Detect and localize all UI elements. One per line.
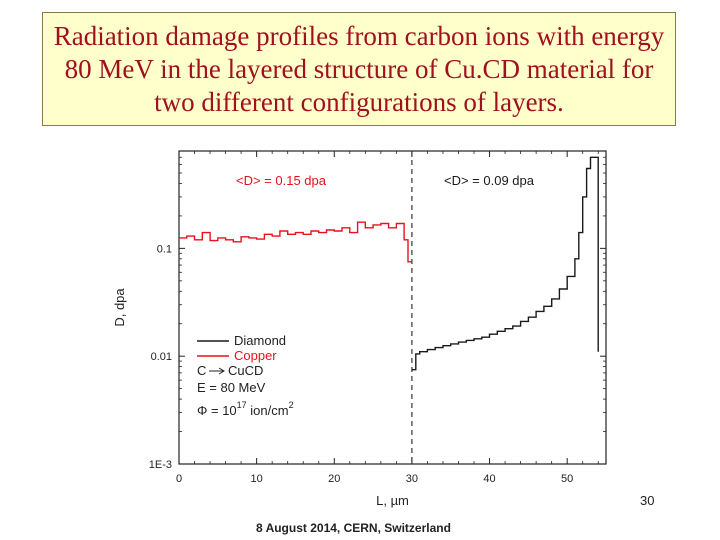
series-copper	[179, 221, 412, 263]
page-number: 30	[640, 493, 655, 508]
y-axis-label: D, dpa	[112, 288, 127, 327]
legend-note-fluence: Φ = 1017 ion/cm2	[197, 400, 294, 418]
series-lines	[179, 156, 599, 371]
legend-label-copper: Copper	[234, 348, 277, 363]
y-tick-label: 1E-3	[149, 459, 172, 471]
legend-note-energy: E = 80 MeV	[197, 380, 266, 395]
x-tick-label: 50	[561, 473, 573, 485]
plot-frame	[178, 150, 607, 465]
x-tick-label: 20	[328, 473, 340, 485]
legend-note-reaction: C	[197, 363, 206, 378]
x-tick-label: 10	[251, 473, 263, 485]
legend-note-target: CuCD	[228, 363, 263, 378]
slide-title: Radiation damage profiles from carbon io…	[42, 12, 676, 126]
legend-label-diamond: Diamond	[234, 333, 286, 348]
x-tick-label: 40	[483, 473, 495, 485]
arrow-head-icon	[218, 367, 225, 375]
copper-mean-dose-label: <D> = 0.15 dpa	[236, 173, 327, 188]
x-tick-label: 0	[176, 473, 182, 485]
plot-border	[178, 150, 607, 465]
y-tick-label: 0.01	[151, 351, 172, 363]
x-tick-label: 30	[406, 473, 418, 485]
x-axis-ticks: 0 10 20 30 40 50	[176, 151, 599, 485]
diamond-mean-dose-label: <D> = 0.09 dpa	[444, 173, 535, 188]
y-tick-label: 0.1	[157, 243, 172, 255]
x-axis-label: L, µm	[376, 493, 409, 508]
series-diamond	[411, 156, 599, 371]
y-axis-ticks: 1E-3 0.01 0.1	[149, 156, 606, 471]
footer-text: 8 August 2014, CERN, Switzerland	[256, 521, 451, 535]
